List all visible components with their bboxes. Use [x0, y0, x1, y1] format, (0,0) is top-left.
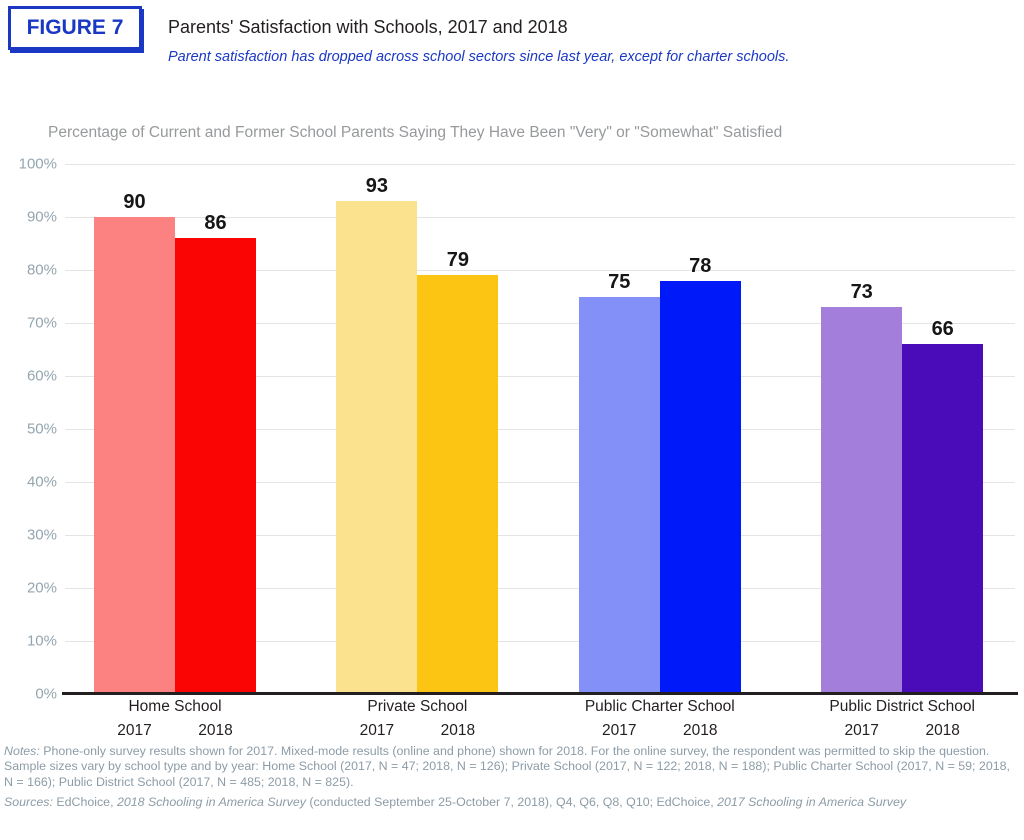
- gridline-60: [65, 376, 1015, 377]
- x-year-label-home-school-2017: 2017: [117, 722, 152, 739]
- x-category-label-private-school: Private School: [367, 698, 468, 715]
- gridline-70: [65, 323, 1015, 324]
- footnote-italic-segment: 2017 Schooling in America Survey: [717, 795, 907, 809]
- gridline-40: [65, 482, 1015, 483]
- bar-private-school-2017: [336, 201, 418, 694]
- value-label-home-school-2017: 90: [123, 191, 146, 213]
- gridline-10: [65, 641, 1015, 642]
- x-year-label-private-school-2018: 2018: [440, 722, 476, 739]
- footnote-segment: Phone-only survey results shown for 2017…: [4, 744, 1010, 789]
- x-category-label-public-charter-school: Public Charter School: [584, 698, 735, 715]
- footnote-italic-segment: 2018 Schooling in America Survey: [116, 795, 306, 809]
- x-year-label-public-district-school-2018: 2018: [925, 722, 960, 739]
- footnote-segment: (conducted September 25-October 7, 2018)…: [305, 795, 718, 809]
- y-tick-label-30: 30%: [26, 526, 57, 544]
- gridline-80: [65, 270, 1015, 271]
- gridline-20: [65, 588, 1015, 589]
- footnote-italic-segment: Sources:: [4, 795, 53, 809]
- value-label-public-charter-school-2017: 75: [608, 270, 631, 293]
- footnote-segment: EdChoice,: [52, 795, 117, 809]
- x-category-label-home-school: Home School: [128, 698, 222, 715]
- bar-public-district-school-2018: [902, 344, 984, 694]
- gridline-30: [65, 535, 1015, 536]
- x-year-label-public-charter-school-2017: 2017: [602, 722, 637, 739]
- figure-title: Parents' Satisfaction with Schools, 2017…: [168, 17, 568, 37]
- gridline-100: [65, 164, 1015, 165]
- y-tick-label-80: 80%: [26, 261, 57, 279]
- y-tick-label-70: 70%: [26, 314, 57, 332]
- value-label-private-school-2017: 93: [365, 175, 389, 198]
- value-label-private-school-2018: 79: [446, 249, 470, 272]
- bar-public-charter-school-2018: [659, 280, 741, 694]
- bar-public-district-school-2017: [821, 307, 903, 694]
- gridline-90: [65, 217, 1015, 218]
- footnote-italic-segment: Notes:: [4, 744, 40, 758]
- gridline-50: [65, 429, 1015, 430]
- x-axis-line: [62, 692, 1018, 695]
- x-year-label-public-charter-school-2018: 2018: [683, 722, 718, 739]
- y-tick-label-40: 40%: [26, 473, 57, 491]
- y-tick-label-100: 100%: [18, 155, 57, 173]
- figure-number-label: FIGURE 7: [26, 16, 124, 39]
- value-label-public-charter-school-2018: 78: [689, 254, 712, 277]
- x-year-label-private-school-2017: 2017: [359, 722, 395, 739]
- sources-text: Sources: EdChoice, 2018 Schooling in Ame…: [4, 795, 1020, 810]
- plot-area: 0% 10% 20% 30% 40% 50% 60% 70% 80% 90% 100% 90 86 93 7…: [19, 156, 1018, 703]
- x-category-label-public-district-school: Public District School: [829, 698, 975, 715]
- y-tick-label-20: 20%: [26, 579, 57, 597]
- figure-number-box: FIGURE 7: [8, 6, 142, 50]
- y-tick-label-50: 50%: [26, 420, 57, 438]
- bar-home-school-2018: [175, 238, 256, 694]
- bar-public-charter-school-2017: [578, 296, 660, 694]
- value-label-public-district-school-2017: 73: [850, 281, 873, 304]
- x-year-label-public-district-school-2017: 2017: [844, 722, 879, 739]
- notes-text: Notes: Phone-only survey results shown f…: [4, 744, 1020, 790]
- y-tick-label-60: 60%: [26, 367, 57, 385]
- y-tick-label-10: 10%: [26, 632, 57, 650]
- chart-title: Percentage of Current and Former School …: [48, 124, 783, 141]
- y-tick-label-90: 90%: [26, 208, 57, 226]
- value-label-home-school-2018: 86: [204, 212, 227, 235]
- bar-home-school-2017: [94, 217, 175, 694]
- figure-subtitle: Parent satisfaction has dropped across s…: [168, 49, 790, 65]
- y-tick-label-0: 0%: [35, 685, 57, 703]
- value-label-public-district-school-2018: 66: [931, 318, 954, 341]
- bar-private-school-2018: [417, 275, 499, 694]
- x-year-label-home-school-2018: 2018: [198, 722, 233, 739]
